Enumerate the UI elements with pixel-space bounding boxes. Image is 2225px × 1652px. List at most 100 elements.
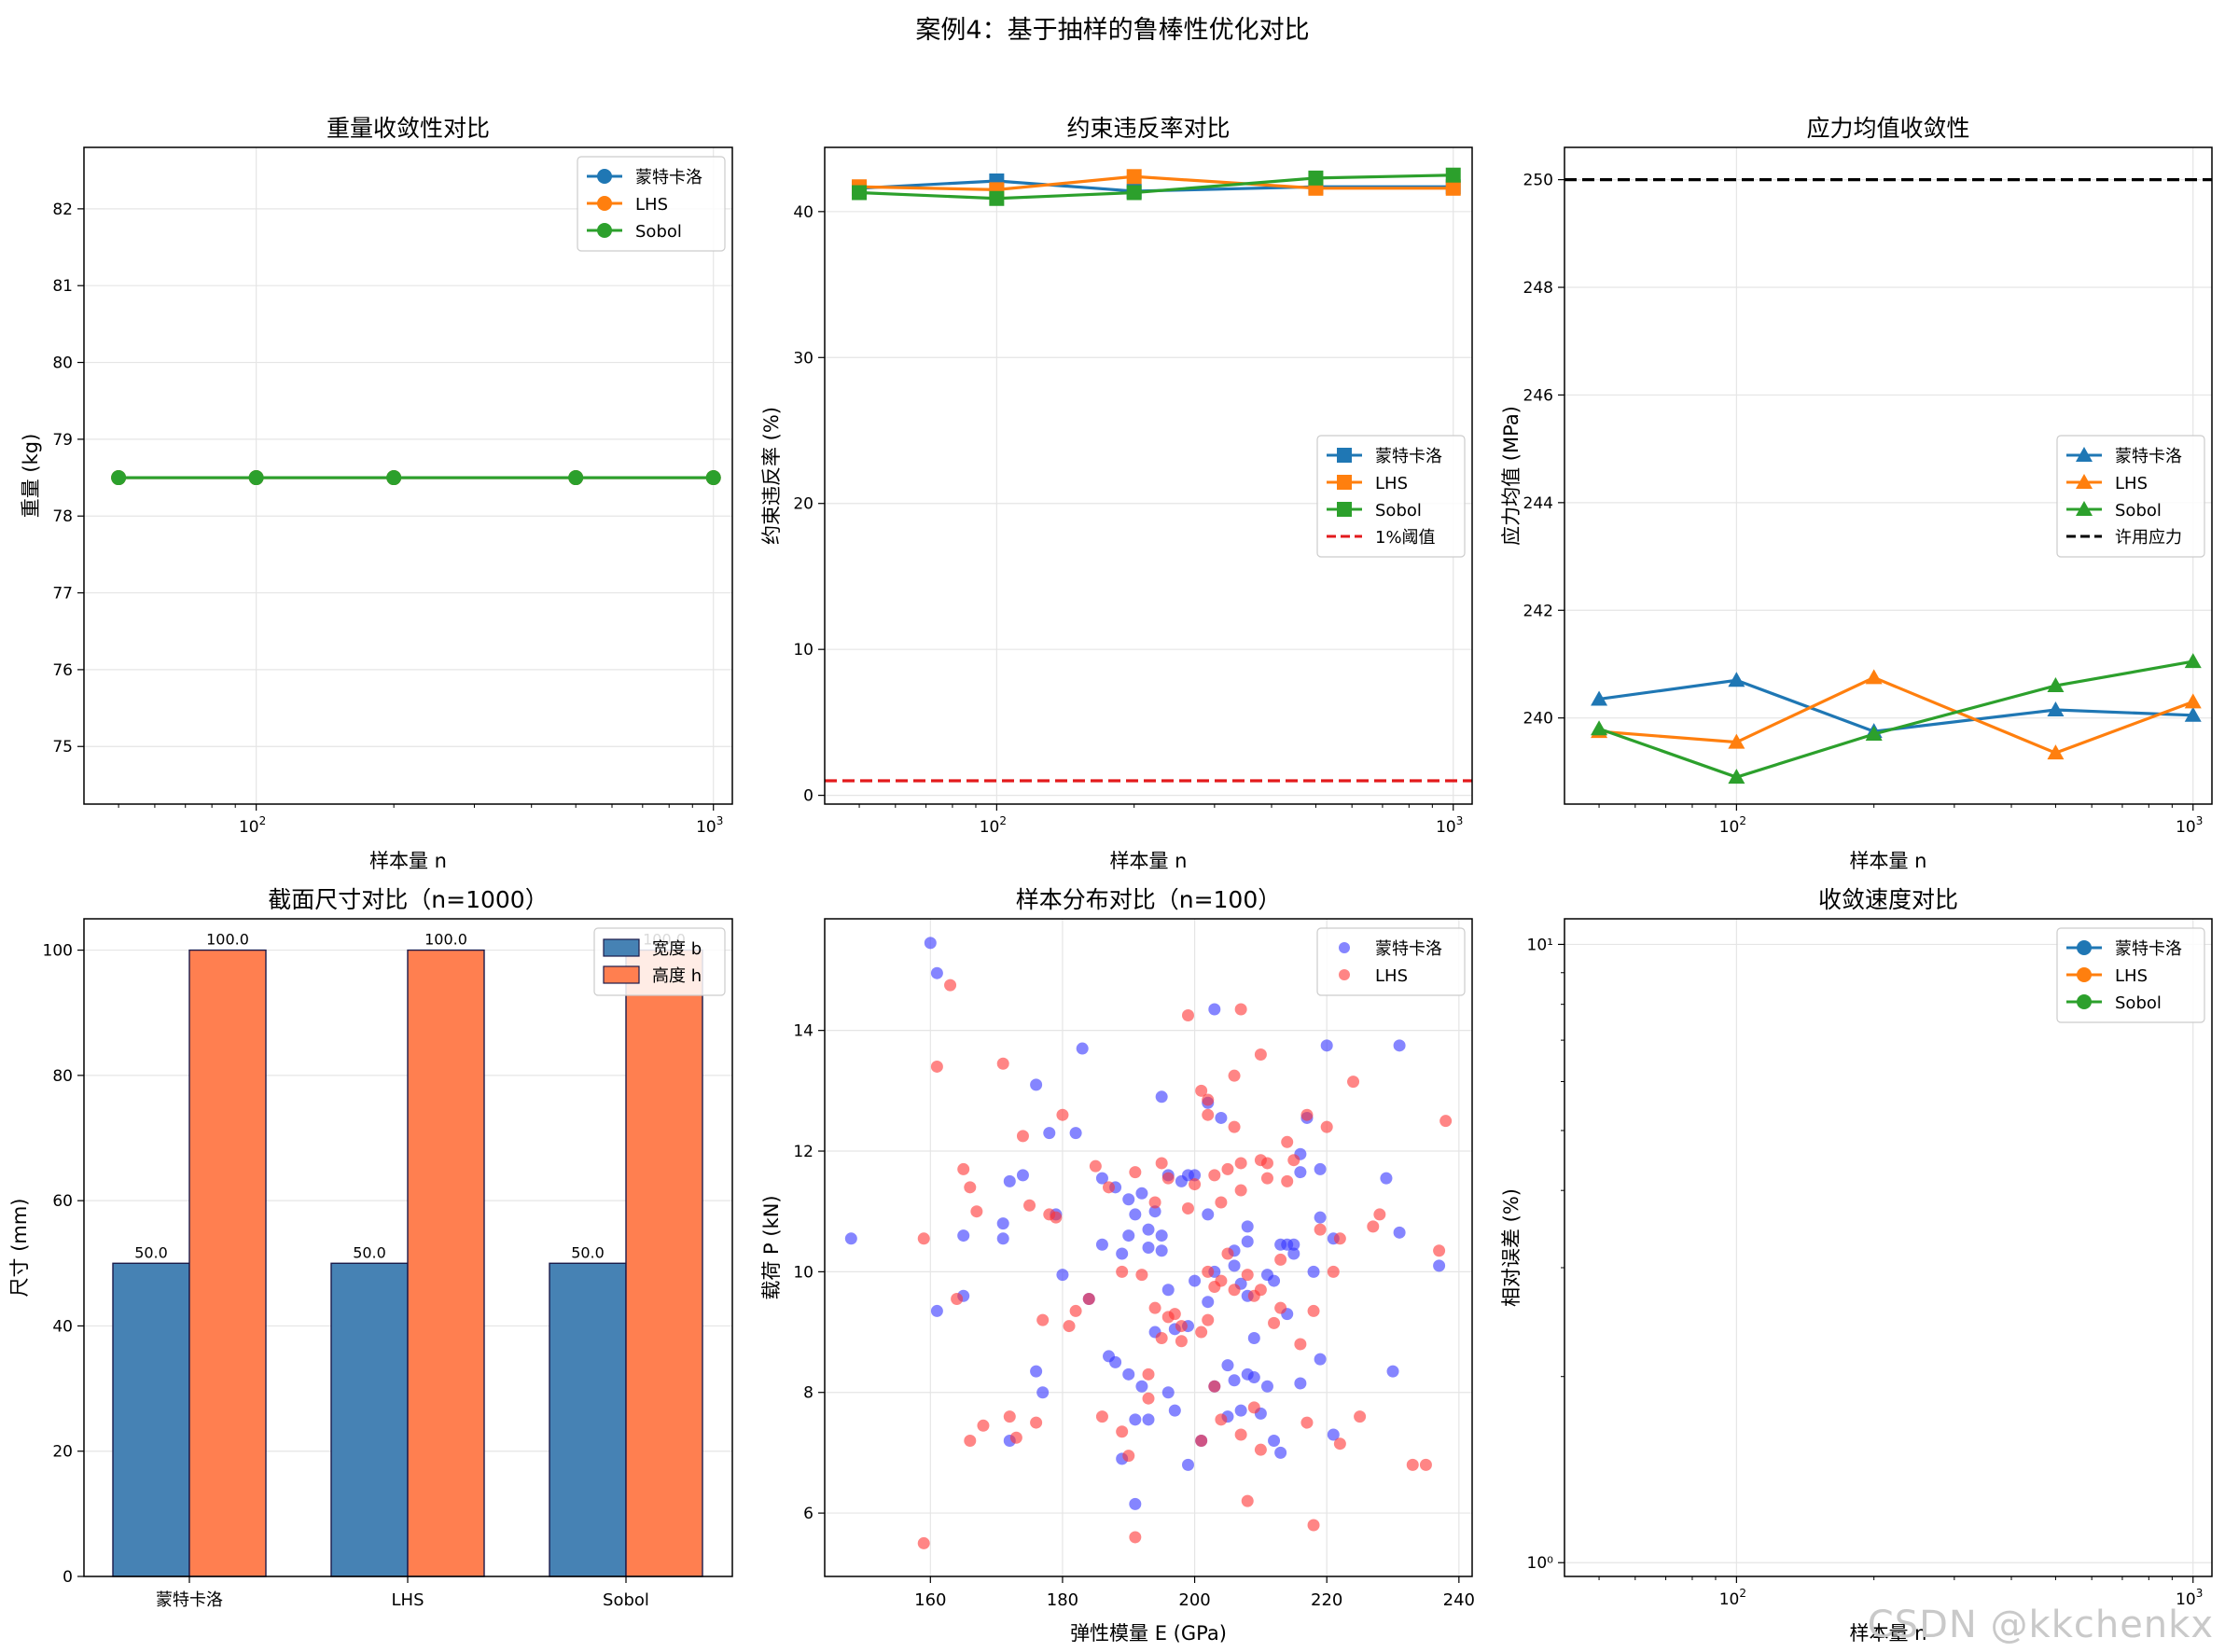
scatter-point	[1202, 1313, 1215, 1326]
scatter-point	[1228, 1259, 1241, 1272]
scatter-point	[1347, 1076, 1360, 1089]
scatter-point	[1175, 1320, 1188, 1333]
scatter-point	[1016, 1169, 1029, 1182]
legend-item: LHS	[2066, 966, 2148, 986]
scatter-point	[1155, 1090, 1168, 1104]
bar-value-label: 50.0	[134, 1243, 168, 1261]
scatter-point	[1181, 1458, 1194, 1471]
scatter-point	[1063, 1320, 1076, 1333]
scatter-point	[1354, 1410, 1367, 1423]
legend-swatch	[603, 965, 640, 984]
scatter-point	[1129, 1208, 1142, 1221]
series-LHS	[1591, 669, 2202, 760]
scatter-point	[1234, 1404, 1247, 1417]
scatter-point	[1155, 1229, 1168, 1242]
scatter-point	[1268, 1274, 1281, 1287]
scatter-point	[1129, 1413, 1142, 1426]
scatter-point	[1215, 1274, 1228, 1287]
scatter-point	[1294, 1377, 1307, 1390]
legend-marker	[2076, 501, 2093, 516]
legend-marker	[2077, 994, 2092, 1009]
scatter-point	[1327, 1428, 1340, 1441]
legend-item: 蒙特卡洛	[2066, 939, 2182, 959]
scatter-point	[1307, 1519, 1320, 1532]
scatter-point	[1129, 1497, 1142, 1510]
scatter-point	[1030, 1365, 1043, 1378]
scatter-point	[1142, 1413, 1155, 1426]
data-point	[1865, 669, 1883, 685]
scatter-point	[1221, 1162, 1234, 1175]
scatter-point	[1254, 1048, 1267, 1062]
scatter-point	[1142, 1242, 1155, 1254]
legend-item: 蒙特卡洛	[2066, 447, 2182, 466]
scatter-point	[1241, 1235, 1254, 1248]
scatter-point	[1129, 1166, 1142, 1179]
legend-marker	[2077, 967, 2092, 982]
scatter-point	[1189, 1274, 1202, 1287]
legend-item: 许用应力	[2066, 528, 2182, 548]
y-tick-label: 244	[1523, 494, 1553, 513]
scatter-point	[996, 1232, 1009, 1245]
legend-label: 高度 h	[652, 966, 702, 986]
legend-label: Sobol	[2115, 993, 2162, 1013]
data-point	[1445, 167, 1461, 183]
scatter-point	[1419, 1458, 1432, 1471]
bar-value-label: 100.0	[424, 931, 467, 949]
scatter-point	[1327, 1265, 1340, 1278]
scatter-point	[1208, 1380, 1221, 1393]
y-tick-label: 60	[52, 1192, 73, 1211]
y-tick-label: 79	[52, 431, 73, 450]
scatter-point	[964, 1434, 977, 1447]
scatter-point	[1116, 1247, 1129, 1260]
scatter-point	[1076, 1042, 1089, 1055]
x-tick-label: 180	[1047, 1590, 1078, 1610]
scatter-point	[1003, 1174, 1016, 1187]
scatter-point	[1195, 1326, 1208, 1339]
y-tick-label: 14	[793, 1022, 814, 1041]
chart-title: 收敛速度对比	[1818, 886, 1958, 913]
figure-title: 案例4：基于抽样的鲁棒性优化对比	[915, 16, 1310, 45]
scatter-point	[957, 1162, 970, 1175]
legend-marker	[2076, 474, 2093, 489]
scatter-point	[1082, 1292, 1095, 1305]
scatter-point	[1386, 1365, 1399, 1378]
bar	[112, 1262, 190, 1577]
legend-marker	[2076, 447, 2093, 462]
scatter-point	[1148, 1301, 1161, 1314]
scatter-point	[1228, 1120, 1241, 1133]
scatter-point	[996, 1217, 1009, 1230]
chart-samples: 160 180 200 220 240 6 8 10 12 14 蒙特卡洛 LHS 样本分布对比（n=1…	[760, 886, 1475, 1645]
data-point	[1445, 180, 1461, 196]
scatter-point	[1168, 1308, 1181, 1321]
scatter-point	[1069, 1304, 1082, 1317]
legend-label: LHS	[635, 195, 668, 215]
x-axis-label: 样本量 n	[1850, 1622, 1927, 1645]
y-tick-label: 100	[43, 942, 73, 961]
chart-title: 应力均值收敛性	[1806, 115, 1969, 142]
scatter-point	[1030, 1416, 1043, 1429]
scatter-point	[1195, 1434, 1208, 1447]
scatter-point	[924, 937, 937, 950]
x-tick-label: LHS	[392, 1590, 424, 1610]
scatter-point	[1234, 1428, 1247, 1441]
scatter-point	[1050, 1211, 1063, 1224]
legend-label: Sobol	[635, 222, 682, 242]
x-tick-label: 103	[696, 814, 723, 837]
scatter-point	[1148, 1196, 1161, 1209]
y-axis-label: 约束违反率 (%)	[760, 407, 783, 545]
legend-label: Sobol	[1375, 501, 1422, 521]
legend-item: 宽度 b	[603, 938, 702, 959]
scatter-point	[1234, 1003, 1247, 1016]
y-tick-label: 40	[793, 203, 814, 222]
y-tick-label: 240	[1523, 710, 1553, 729]
y-tick-label: 242	[1523, 602, 1553, 620]
y-tick-label: 80	[52, 1067, 73, 1086]
scatter-point	[1221, 1247, 1234, 1260]
legend-marker	[1337, 502, 1352, 517]
legend-swatch	[603, 938, 640, 957]
scatter-point	[1208, 1003, 1221, 1016]
scatter-point	[1433, 1259, 1446, 1272]
legend-label: LHS	[2115, 474, 2148, 493]
x-axis-label: 样本量 n	[1850, 850, 1927, 872]
scatter-point	[1320, 1039, 1333, 1052]
